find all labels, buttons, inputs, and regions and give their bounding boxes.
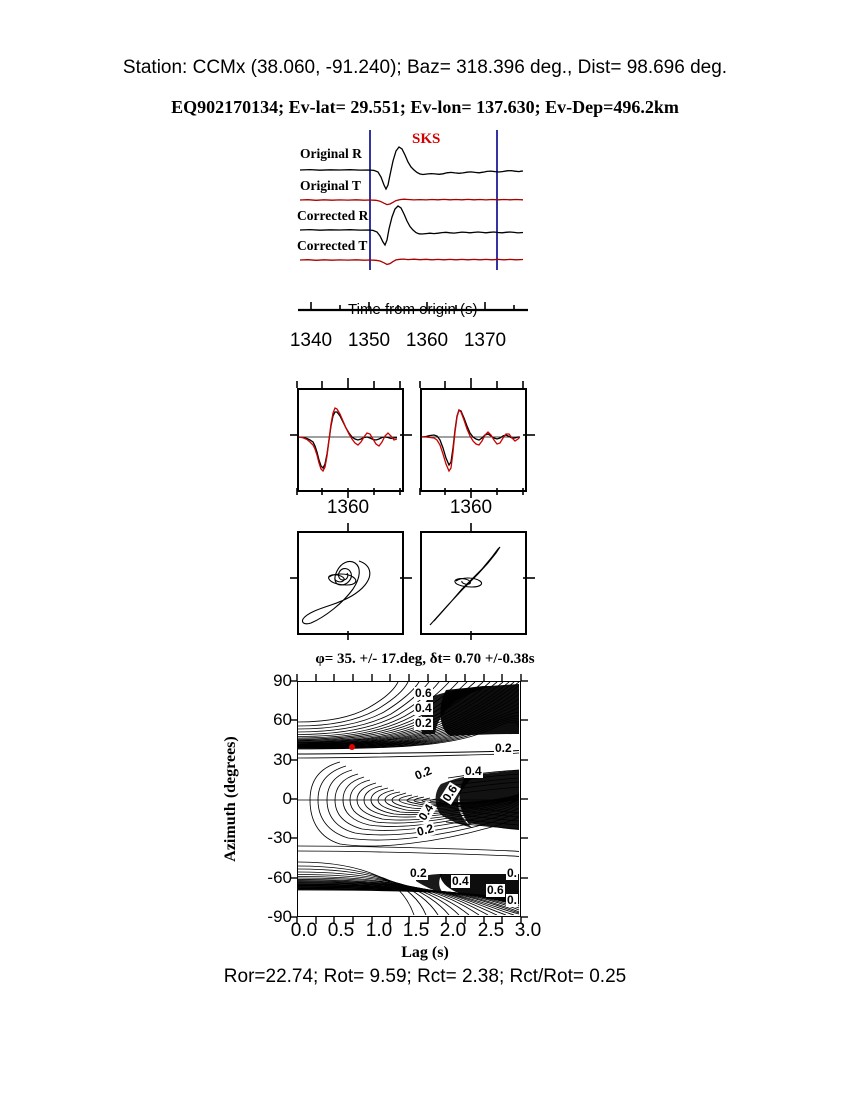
comparison-label-corrected: 1360	[449, 497, 493, 518]
time-axis-svg	[298, 302, 528, 312]
particle-motion-corrected	[420, 531, 527, 635]
waveform-svg	[299, 130, 524, 270]
y-tick-m90: -90	[267, 907, 292, 926]
contour-top-lobe	[298, 682, 519, 750]
contour-label-bot-0.4: 0.4	[451, 874, 470, 888]
trace-label-original-t: Original T	[300, 178, 361, 193]
contour-label-bot-0.6: 0.6	[486, 883, 505, 897]
y-tick-0: 0	[282, 789, 292, 808]
contour-x-ticklabels: 0.0 0.5 1.0 1.5 2.0 2.5 3.0	[291, 920, 541, 944]
quality-stats-line: Ror=22.74; Rot= 9.59; Rct= 2.38; Rct/Rot…	[223, 966, 627, 987]
y-tick-60: 60	[273, 710, 292, 729]
trace-original-r	[299, 146, 524, 191]
comparison-waveform-uncorrected	[298, 407, 398, 473]
contour-y-axis-title: Azimuth (degrees)	[222, 736, 239, 862]
sks-phase-label: SKS	[412, 131, 441, 147]
contour-label-bot-edge-a: 0.	[506, 866, 519, 880]
trace-label-corrected-t: Corrected T	[297, 238, 368, 253]
x-tick-1.0: 1.0	[365, 920, 393, 941]
contour-y-ticklabels: 90 60 30 0 -30 -60 -90	[245, 671, 292, 926]
particle-motion-panel-ticks	[290, 523, 535, 640]
contour-label-top-0.6: 0.6	[414, 686, 433, 700]
trace-corrected-t	[299, 258, 524, 266]
x-tick-2.0: 2.0	[439, 920, 467, 941]
time-tick-1370: 1370	[463, 330, 507, 351]
trace-label-original-r: Original R	[300, 146, 362, 161]
contour-axis-ticks	[290, 674, 528, 924]
trace-corrected-r	[299, 205, 524, 247]
time-tick-1350: 1350	[347, 330, 391, 351]
y-tick-m60: -60	[267, 868, 292, 887]
contour-label-top-0.2: 0.2	[414, 716, 433, 730]
comparison-waveform-corrected	[421, 408, 521, 473]
contour-x-axis-title: Lag (s)	[401, 944, 449, 961]
comparison-panel-ticks	[290, 378, 535, 498]
contour-frame: 0.6 0.4 0.2 0.2 0.4 0.2 0.6 0.4 0.2 0.2 …	[297, 681, 521, 917]
x-tick-0.0: 0.0	[290, 920, 318, 941]
contour-label-bot-edge-b: 0.	[506, 893, 519, 907]
particle-motion-ellipse	[301, 560, 371, 625]
x-tick-2.5: 2.5	[477, 920, 505, 941]
waveform-traces-panel	[280, 125, 540, 275]
best-fit-marker	[349, 744, 355, 750]
contour-svg	[298, 682, 519, 915]
event-title: EQ902170134; Ev-lat= 29.551; Ev-lon= 137…	[171, 97, 679, 117]
y-tick-m30: -30	[267, 828, 292, 847]
x-tick-1.5: 1.5	[402, 920, 430, 941]
comparison-panel-uncorrected	[297, 388, 404, 492]
y-tick-30: 30	[273, 750, 292, 769]
x-tick-0.5: 0.5	[327, 920, 355, 941]
comparison-panel-corrected	[420, 388, 527, 492]
trace-original-t	[299, 198, 524, 206]
contour-label-mid-0.4a: 0.4	[464, 764, 483, 778]
contour-label-top-0.4: 0.4	[414, 701, 433, 715]
time-axis-title: Time from origin (s)	[348, 301, 478, 318]
y-tick-90: 90	[273, 671, 292, 690]
station-title: Station: CCMx (38.060, -91.240); Baz= 31…	[122, 57, 728, 78]
contour-label-mid-0.2b: 0.2	[494, 741, 513, 755]
x-tick-3.0: 3.0	[514, 920, 542, 941]
particle-motion-uncorrected	[297, 531, 404, 635]
error-surface-contour-plot: 0.6 0.4 0.2 0.2 0.4 0.2 0.6 0.4 0.2 0.2 …	[297, 681, 521, 917]
splitting-result-label: φ= 35. +/- 17.deg, δt= 0.70 +/-0.38s	[315, 651, 535, 667]
time-tick-1360: 1360	[405, 330, 449, 351]
contour-label-bot-0.2: 0.2	[409, 866, 428, 880]
time-axis-ticklabels: 1340 1350 1360 1370	[280, 330, 545, 356]
time-tick-1340: 1340	[289, 330, 333, 351]
trace-label-corrected-r: Corrected R	[297, 208, 369, 223]
particle-motion-linear	[429, 546, 501, 626]
time-axis	[280, 288, 545, 318]
contour-central-lobe	[298, 761, 519, 847]
comparison-label-uncorrected: 1360	[326, 497, 370, 518]
